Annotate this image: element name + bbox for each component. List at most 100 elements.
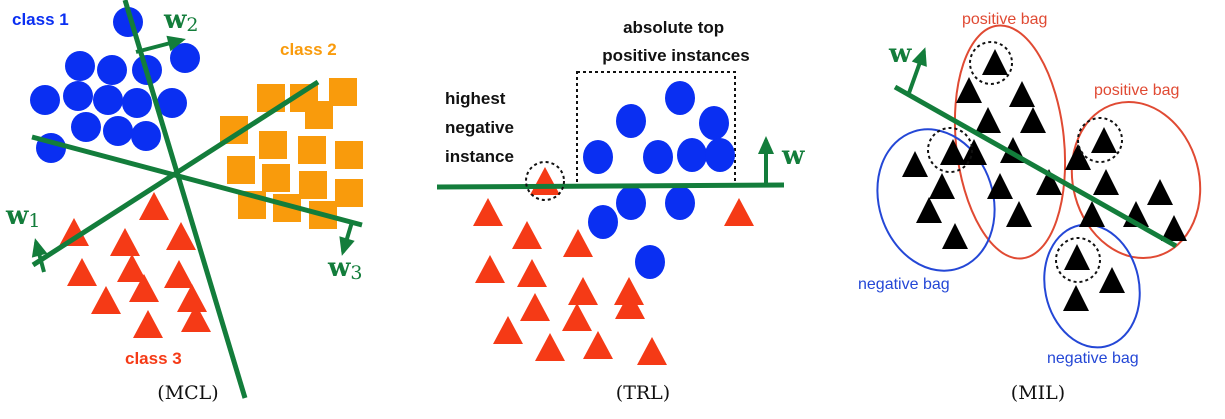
mil-classifier-line <box>893 47 1178 249</box>
top-line-2: positive instances <box>602 46 749 65</box>
mil-instance <box>1009 81 1035 107</box>
w2-label: w2 <box>163 5 198 36</box>
w1-label: w1 <box>5 201 40 232</box>
mil-instances <box>902 49 1187 311</box>
negative-bag-2 <box>1043 223 1141 349</box>
mil-instance <box>1063 285 1089 311</box>
mil-instance <box>1099 267 1125 293</box>
class3-label: class 3 <box>125 349 182 368</box>
negative-bag-1 <box>876 128 996 272</box>
trl-negative-point <box>517 259 547 287</box>
class2-point <box>262 164 290 192</box>
class1-point <box>30 85 60 115</box>
trl-negative-point <box>724 198 754 226</box>
trl-negative-point <box>535 333 565 361</box>
trl-negative-point <box>493 316 523 344</box>
class3-point <box>139 192 169 220</box>
class3-point <box>166 222 196 250</box>
w3-arrow-head <box>339 236 355 256</box>
class1-point <box>157 88 187 118</box>
trl-positive-point <box>665 81 695 115</box>
highest-negative-label: highest negative instance <box>445 89 519 166</box>
mil-instance <box>902 151 928 177</box>
trl-positive-point <box>635 245 665 279</box>
w3-label: w3 <box>327 253 362 284</box>
class3-point <box>117 254 147 282</box>
w3-subscript: 3 <box>350 262 362 284</box>
mil-instance <box>956 77 982 103</box>
trl-positive-point <box>705 138 735 172</box>
w2-subscript: 2 <box>186 14 198 36</box>
trl-caption: (TRL) <box>615 382 671 404</box>
trl-negative-point <box>512 221 542 249</box>
class2-point <box>227 156 255 184</box>
class2-point <box>299 171 327 199</box>
class1-point <box>65 51 95 81</box>
class3-points <box>59 192 211 338</box>
negative-bag-label-1: negative bag <box>858 276 950 293</box>
trl-positive-point <box>643 140 673 174</box>
trl-negative-point <box>563 229 593 257</box>
mil-instance <box>1020 107 1046 133</box>
trl-w-label: w <box>781 141 805 171</box>
w2-letter: w <box>163 5 187 35</box>
mil-instance <box>1093 169 1119 195</box>
class1-point <box>71 112 101 142</box>
mil-selected-ring <box>927 127 973 173</box>
mil-instance <box>982 49 1008 75</box>
mil-caption: (MIL) <box>1010 382 1066 404</box>
mil-instance <box>975 107 1001 133</box>
mil-w-arrow-head <box>911 47 927 67</box>
negative-bag-label-2: negative bag <box>1047 350 1139 367</box>
mil-selected-ring <box>969 41 1013 85</box>
highest-line-2: negative <box>445 118 514 137</box>
mcl-caption: (MCL) <box>157 382 219 404</box>
decision-lines <box>31 0 363 399</box>
trl-positive-points <box>583 81 735 279</box>
class3-point <box>129 274 159 302</box>
trl-w-arrow-head <box>758 136 774 154</box>
trl-negative-point <box>614 277 644 305</box>
mil-instance <box>929 173 955 199</box>
trl-ranking-boundary <box>436 182 785 190</box>
trl-negative-point <box>562 303 592 331</box>
class1-point <box>93 85 123 115</box>
w3-letter: w <box>327 253 351 283</box>
mil-instance <box>1036 169 1062 195</box>
class1-point <box>63 81 93 111</box>
mil-w-label: w <box>888 39 912 69</box>
class2-point <box>329 78 357 106</box>
mil-instance <box>916 197 942 223</box>
w1-arrow-head <box>31 238 48 258</box>
trl-positive-point <box>699 106 729 140</box>
positive-bag-label-1: positive bag <box>962 11 1047 28</box>
class3-point <box>59 218 89 246</box>
mil-instance <box>987 173 1013 199</box>
mcl-boundary-3 <box>31 79 320 268</box>
class2-point <box>259 131 287 159</box>
positive-bag-label-2: positive bag <box>1094 82 1179 99</box>
mil-selected-rings <box>927 41 1123 283</box>
highest-negative-ring <box>525 161 565 201</box>
mil-selected-ring <box>1055 237 1101 283</box>
w2-arrow-head <box>166 35 186 52</box>
trl-positive-point <box>583 140 613 174</box>
mil-instance <box>940 139 966 165</box>
trl-ranking-line <box>436 136 785 190</box>
class2-point <box>298 136 326 164</box>
top-positive-label: absolute top positive instances <box>602 18 749 65</box>
class3-point <box>67 258 97 286</box>
class1-point <box>97 55 127 85</box>
trl-positive-point <box>588 205 618 239</box>
mil-instance <box>1161 215 1187 241</box>
highest-line-3: instance <box>445 147 514 166</box>
mil-instance <box>1079 201 1105 227</box>
mil-instance <box>1091 127 1117 153</box>
mil-instance <box>961 139 987 165</box>
mil-instance <box>1064 244 1090 270</box>
trl-negative-point <box>615 291 645 319</box>
trl-negative-point <box>568 277 598 305</box>
trl-negative-point <box>475 255 505 283</box>
trl-negative-point <box>637 337 667 365</box>
class1-point <box>103 116 133 146</box>
